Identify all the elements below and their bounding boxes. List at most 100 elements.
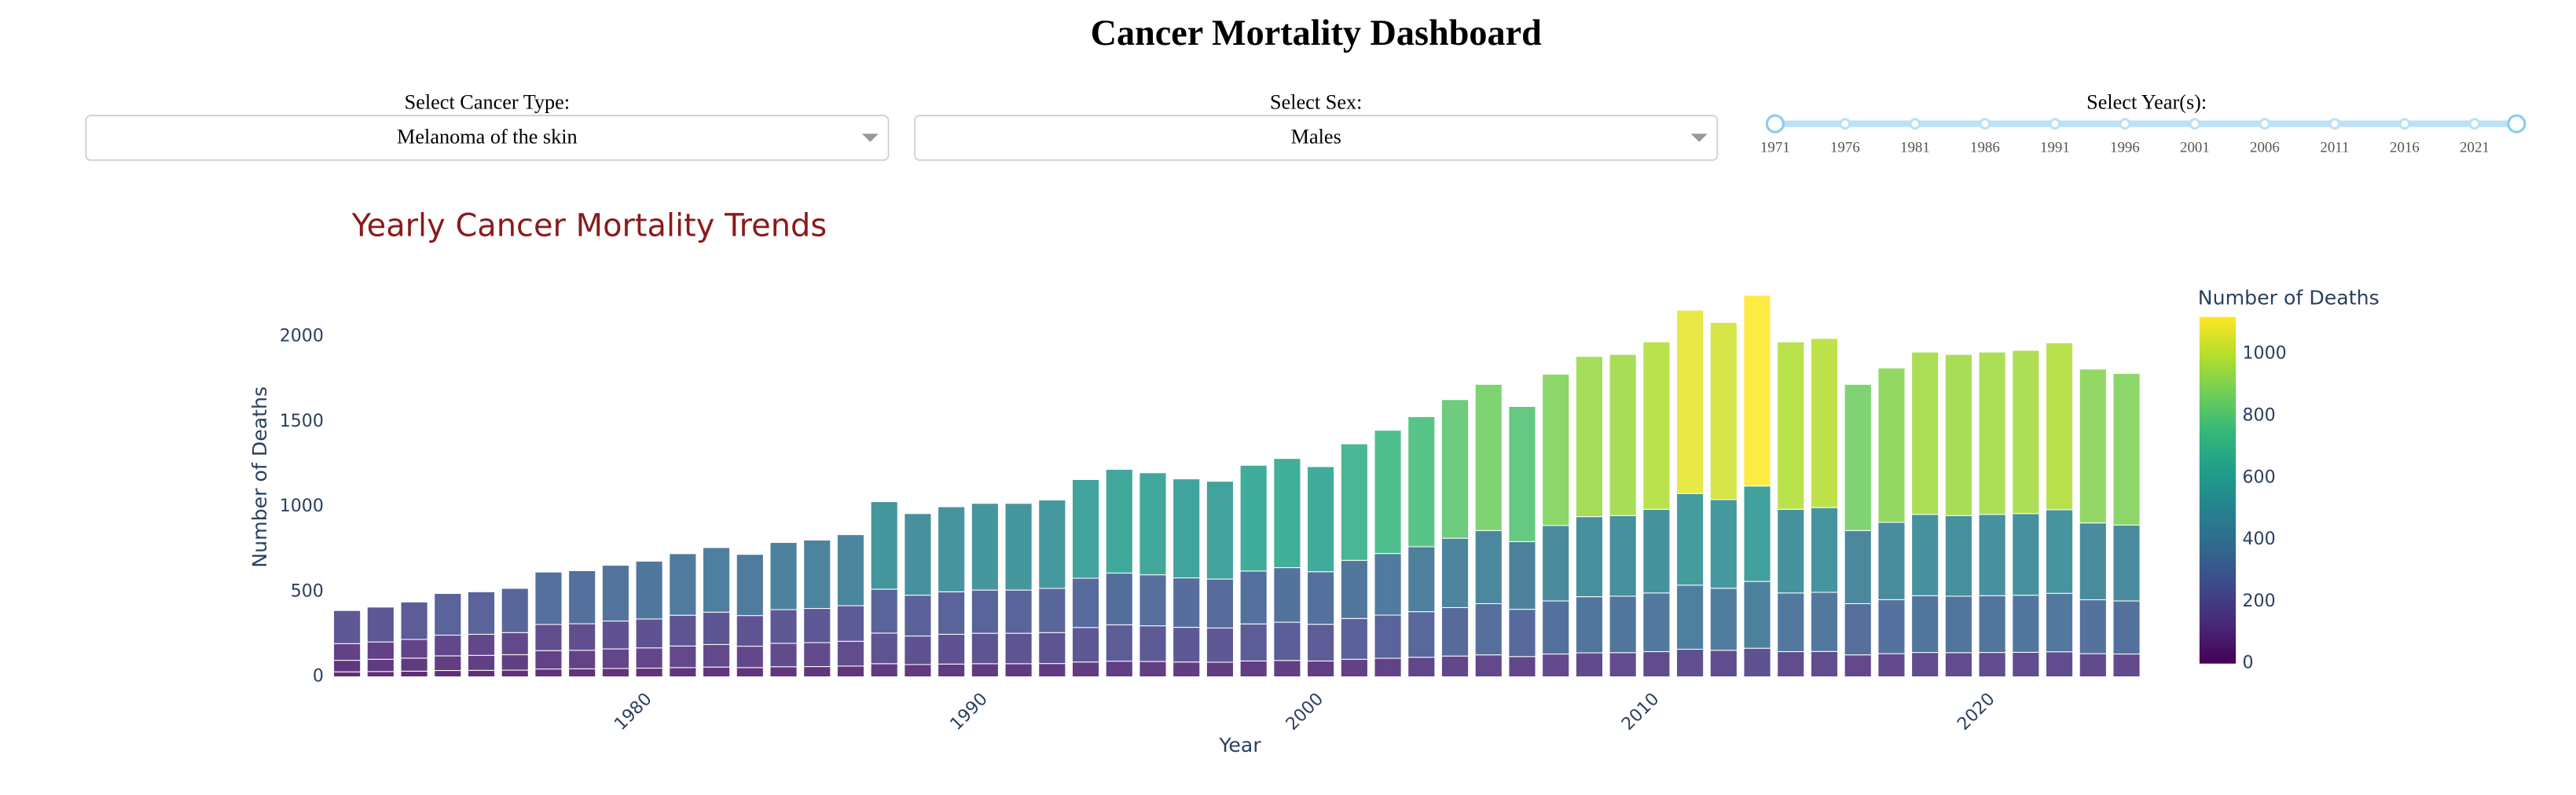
bar-segment: [501, 632, 529, 655]
bar-segment: [366, 671, 394, 678]
bar-segment: [333, 643, 361, 661]
bar-segment: [1071, 627, 1100, 663]
bar-segment: [1004, 503, 1033, 591]
dropdown-arrow[interactable]: [1690, 134, 1708, 142]
bar-segment: [601, 621, 630, 650]
bar-segment: [2112, 372, 2141, 526]
dropdown-value: Melanoma of the skin: [397, 126, 578, 148]
bar-segment: [836, 534, 865, 606]
bar-segment: [1273, 458, 1301, 569]
bar-segment: [434, 670, 462, 678]
slider-handle[interactable]: [2507, 114, 2526, 134]
bar-segment: [2112, 600, 2141, 655]
bar-segment: [1508, 609, 1536, 658]
bar-segment: [501, 654, 529, 671]
bar-segment: [568, 623, 596, 651]
range-slider[interactable]: 1971 1976 1981 1986 1991 1996 2001 2006 2011 2016…: [1760, 114, 2526, 156]
slider-mark: [1909, 118, 1921, 130]
dropdown-label: Select Cancer Type:: [405, 90, 571, 113]
bar-segment: [1609, 515, 1637, 597]
slider-mark: [2328, 118, 2341, 130]
bar-segment: [1407, 546, 1436, 613]
y-tick-label: 1000: [280, 496, 324, 516]
bar-segment: [1508, 656, 1536, 678]
bar-segment: [501, 669, 529, 678]
bar-segment: [938, 591, 966, 635]
y-tick-label: 2000: [280, 327, 324, 346]
bar-segment: [2079, 599, 2107, 654]
bar-segment: [434, 592, 462, 636]
bar-segment: [1038, 499, 1066, 589]
bar-segment: [1071, 478, 1100, 579]
bar-segment: [1205, 481, 1235, 580]
bar-segment: [333, 660, 361, 672]
bar-segment: [1642, 650, 1671, 678]
bar-segment: [1340, 617, 1368, 660]
bar-segment: [2079, 653, 2107, 678]
bar-segment: [534, 669, 563, 678]
slider-mark-label: 1981: [1900, 139, 1930, 156]
bar-segment: [904, 636, 932, 665]
bar-segment: [1307, 466, 1335, 573]
bar-segment: [1474, 654, 1503, 678]
bar-segment: [568, 650, 596, 669]
bar-segment: [1307, 571, 1335, 625]
colorbar-tick-label: 200: [2243, 592, 2276, 611]
bar-segment: [1105, 624, 1133, 662]
colorbar-tick-label: 400: [2243, 529, 2276, 549]
bar-segment: [1374, 553, 1402, 616]
slider-handle[interactable]: [1765, 114, 1785, 134]
bar-segment: [1542, 654, 1570, 678]
bar-segment: [601, 648, 630, 669]
bar-segment: [1575, 516, 1604, 598]
bar-segment: [1172, 577, 1201, 628]
slider-mark: [1839, 118, 1851, 130]
slider-mark: [1979, 118, 1991, 130]
bar-segment: [2079, 522, 2107, 601]
bar-segment: [2012, 595, 2040, 653]
bar-segment: [1642, 341, 1671, 510]
x-tick-label: 2010: [1618, 690, 1663, 735]
bar-segment: [534, 571, 563, 625]
dropdown[interactable]: [85, 115, 890, 161]
bar-segment: [1911, 595, 1939, 654]
bar-segment: [366, 641, 394, 660]
bar-segment: [1004, 589, 1033, 634]
dropdown-label: Select Sex:: [1270, 90, 1362, 113]
bar-segment: [769, 609, 798, 644]
bar-segment: [1038, 588, 1066, 633]
bar-segment: [2045, 509, 2074, 594]
bar-segment: [1374, 614, 1402, 659]
bar-segment: [2045, 592, 2074, 653]
colorbar: [2199, 317, 2237, 664]
bar-segment: [1139, 472, 1167, 576]
bar-segment: [2012, 651, 2040, 678]
bar-segment: [601, 668, 630, 678]
bar-segment: [1139, 574, 1167, 627]
bar-segment: [1139, 625, 1167, 662]
bar-segment: [1172, 661, 1201, 678]
slider-mark-label: 2001: [2180, 139, 2210, 156]
bar-segment: [1273, 567, 1301, 623]
bar-segment: [1004, 663, 1033, 678]
bar-segment: [736, 615, 764, 647]
bar-segment: [1944, 595, 1973, 654]
bar-segment: [1810, 592, 1839, 652]
bar-segment: [1440, 537, 1470, 608]
bar-segment: [1440, 606, 1470, 657]
bar-segment: [1239, 464, 1268, 572]
bar-segment: [1911, 351, 1939, 515]
dropdown-arrow[interactable]: [861, 134, 879, 142]
bar-segment: [1609, 354, 1637, 516]
bar-segment: [2012, 513, 2040, 596]
bar-segment: [1542, 600, 1570, 655]
dropdown[interactable]: [914, 115, 1719, 161]
bar-segment: [1642, 508, 1671, 594]
bar-segment: [669, 645, 697, 669]
bar-segment: [2012, 350, 2040, 515]
bar-segment: [1407, 657, 1436, 678]
y-axis-title: Number of Deaths: [248, 387, 271, 568]
bar-segment: [1743, 581, 1771, 649]
bar-segment: [1709, 499, 1738, 589]
bar-segment: [1205, 627, 1235, 663]
